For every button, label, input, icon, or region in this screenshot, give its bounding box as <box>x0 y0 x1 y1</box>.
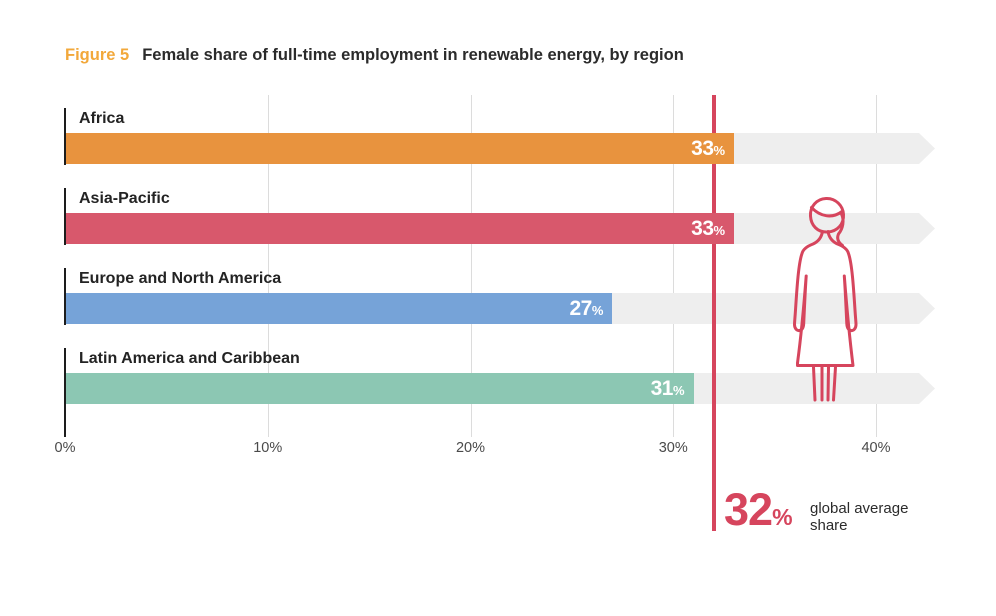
bar-value-label: 33% <box>691 216 726 240</box>
y-axis-segment <box>64 404 66 437</box>
global-average-line <box>711 95 716 531</box>
bar: 27% <box>65 293 613 324</box>
woman-figure-icon <box>793 197 858 402</box>
bar-value-label: 31% <box>650 376 685 400</box>
x-axis-tick-label: 30% <box>658 440 688 456</box>
y-axis-segment <box>64 348 66 405</box>
category-label: Asia-Pacific <box>79 190 170 207</box>
category-label: Europe and North America <box>79 270 282 287</box>
y-axis-segment <box>64 188 66 245</box>
gridline <box>876 95 877 437</box>
gridline <box>267 95 269 437</box>
x-axis-tick-label: 40% <box>861 440 891 456</box>
gridline <box>470 95 472 437</box>
bar-value-label: 33% <box>691 136 726 160</box>
x-axis-tick-label: 10% <box>253 440 283 456</box>
y-axis-segment <box>64 108 66 165</box>
bar: 31% <box>65 373 694 404</box>
bar-value-label: 27% <box>569 296 604 320</box>
x-axis-tick-label: 20% <box>455 440 486 456</box>
figure-title: Figure 5 Female share of full-time employ… <box>65 45 684 65</box>
global-average-value: 32% <box>724 484 793 536</box>
global-average-caption-line2: share <box>810 517 848 534</box>
x-axis-tick-label: 0% <box>54 440 76 456</box>
figure-number-label: Figure 5 <box>65 46 130 64</box>
global-average-caption-line1: global average <box>810 500 909 517</box>
gridline <box>673 95 675 437</box>
global-average-caption: global average share <box>810 500 908 534</box>
global-average-number: 32 <box>724 484 773 535</box>
category-label: Latin America and Caribbean <box>79 350 300 367</box>
bar: 33% <box>65 133 735 164</box>
y-axis-segment <box>64 268 66 325</box>
global-average-percent-sign: % <box>772 504 793 530</box>
category-label: Africa <box>79 110 125 127</box>
bar: 33% <box>65 213 735 244</box>
figure-title-text: Female share of full-time employment in … <box>142 46 684 64</box>
